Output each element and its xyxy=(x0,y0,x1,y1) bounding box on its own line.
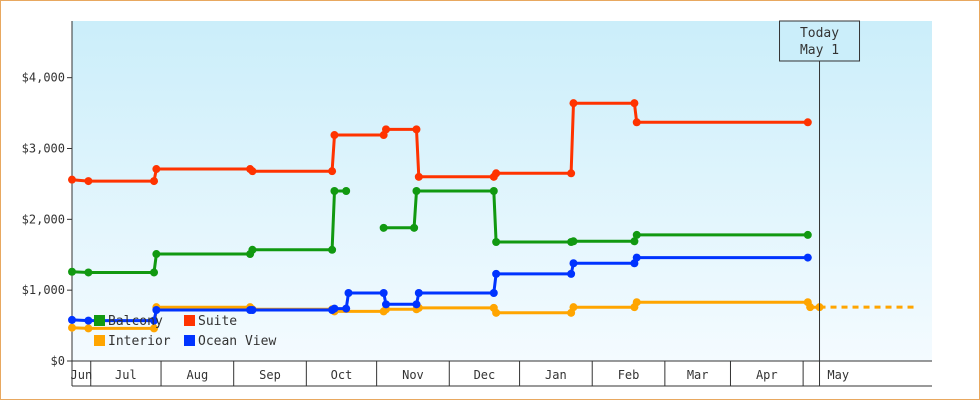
legend: Balcony Suite Interior Ocean View xyxy=(94,314,276,349)
data-point-ocean-view xyxy=(803,253,812,262)
today-label-box xyxy=(779,20,861,62)
today-label-line2: May 1 xyxy=(800,43,839,58)
data-point-interior xyxy=(806,303,815,312)
legend-swatch xyxy=(184,335,195,346)
data-point-interior xyxy=(492,308,501,317)
data-point-balcony xyxy=(630,237,639,246)
today-label-line1: Today xyxy=(800,26,839,41)
data-point-ocean-view xyxy=(84,316,93,325)
data-point-ocean-view xyxy=(489,289,498,297)
data-point-interior xyxy=(68,323,76,332)
data-point-ocean-view xyxy=(567,269,576,278)
y-tick-label: $1,000 xyxy=(22,283,65,297)
data-point-ocean-view xyxy=(330,304,339,313)
x-tick-label: May xyxy=(827,368,849,382)
data-point-ocean-view xyxy=(632,253,641,262)
data-point-balcony xyxy=(328,245,337,254)
data-point-balcony xyxy=(150,268,159,277)
x-axis: Jun Jul Aug Sep Oct Nov Dec Jan Feb Mar Apr May xyxy=(71,360,932,387)
data-point-ocean-view xyxy=(382,300,391,309)
x-tick-label: Nov xyxy=(402,368,424,382)
data-point-ocean-view xyxy=(412,300,421,309)
data-point-ocean-view xyxy=(569,259,578,268)
data-point-balcony xyxy=(803,230,812,239)
data-point-suite xyxy=(632,118,641,127)
y-tick-label: $3,000 xyxy=(22,142,65,156)
data-point-balcony xyxy=(84,268,93,277)
legend-swatch xyxy=(94,315,105,326)
data-point-balcony xyxy=(412,187,421,195)
legend-swatch xyxy=(184,315,195,326)
data-point-suite xyxy=(567,169,576,178)
data-point-suite xyxy=(803,118,812,127)
x-tick-label: Apr xyxy=(756,368,778,382)
data-point-suite xyxy=(492,169,501,178)
y-tick-label: $4,000 xyxy=(22,71,65,85)
x-tick-label: Jul xyxy=(115,368,137,382)
x-tick-label: Oct xyxy=(331,368,353,382)
data-point-balcony xyxy=(489,187,498,195)
data-point-balcony xyxy=(410,223,419,232)
data-point-ocean-view xyxy=(342,304,351,313)
data-point-suite xyxy=(152,165,161,174)
legend-swatch xyxy=(94,335,105,346)
today-marker: Today May 1 xyxy=(779,20,861,386)
data-point-interior xyxy=(150,324,159,333)
y-tick-label: $0 xyxy=(51,354,65,368)
data-point-suite xyxy=(414,172,423,181)
legend-label: Interior xyxy=(108,334,171,349)
legend-label: Ocean View xyxy=(198,334,276,349)
data-point-suite xyxy=(330,131,339,140)
data-point-ocean-view xyxy=(150,316,159,325)
data-point-suite xyxy=(569,99,578,108)
data-point-ocean-view xyxy=(414,289,423,297)
data-point-suite xyxy=(382,125,391,134)
data-point-balcony xyxy=(632,230,641,239)
x-tick-label: Aug xyxy=(187,368,209,382)
legend-label: Balcony xyxy=(108,314,163,329)
data-point-suite xyxy=(68,175,76,184)
data-point-balcony xyxy=(68,267,76,276)
data-point-balcony xyxy=(342,187,351,195)
data-point-suite xyxy=(248,167,257,176)
data-point-suite xyxy=(412,125,421,134)
y-axis: $0 $1,000 $2,000 $3,000 $4,000 xyxy=(22,21,73,368)
x-tick-label: Sep xyxy=(259,368,281,382)
data-point-ocean-view xyxy=(492,269,501,278)
data-point-ocean-view xyxy=(248,306,257,314)
x-tick-label: Jan xyxy=(545,368,567,382)
data-point-ocean-view xyxy=(68,315,76,324)
x-tick-label: Feb xyxy=(618,368,640,382)
data-point-balcony xyxy=(330,187,339,195)
data-point-suite xyxy=(328,167,337,176)
data-point-balcony xyxy=(379,223,388,232)
data-point-balcony xyxy=(492,238,501,246)
data-point-interior xyxy=(84,324,93,333)
x-tick-label: Mar xyxy=(687,368,709,382)
data-point-ocean-view xyxy=(379,289,388,297)
data-point-ocean-view xyxy=(344,289,353,297)
data-point-interior xyxy=(632,298,641,307)
data-point-ocean-view xyxy=(152,306,161,314)
data-point-balcony xyxy=(569,237,578,246)
data-point-suite xyxy=(630,99,639,108)
x-tick-label: Dec xyxy=(474,368,496,382)
data-point-balcony xyxy=(248,245,257,254)
data-point-suite xyxy=(84,177,93,186)
y-tick-label: $2,000 xyxy=(22,212,65,226)
data-point-balcony xyxy=(152,250,161,259)
data-point-suite xyxy=(150,177,159,186)
legend-label: Suite xyxy=(198,314,237,329)
x-tick-label: Jun xyxy=(71,368,93,382)
data-point-interior xyxy=(569,303,578,312)
series-layer xyxy=(68,99,918,333)
plot-background xyxy=(72,21,932,361)
